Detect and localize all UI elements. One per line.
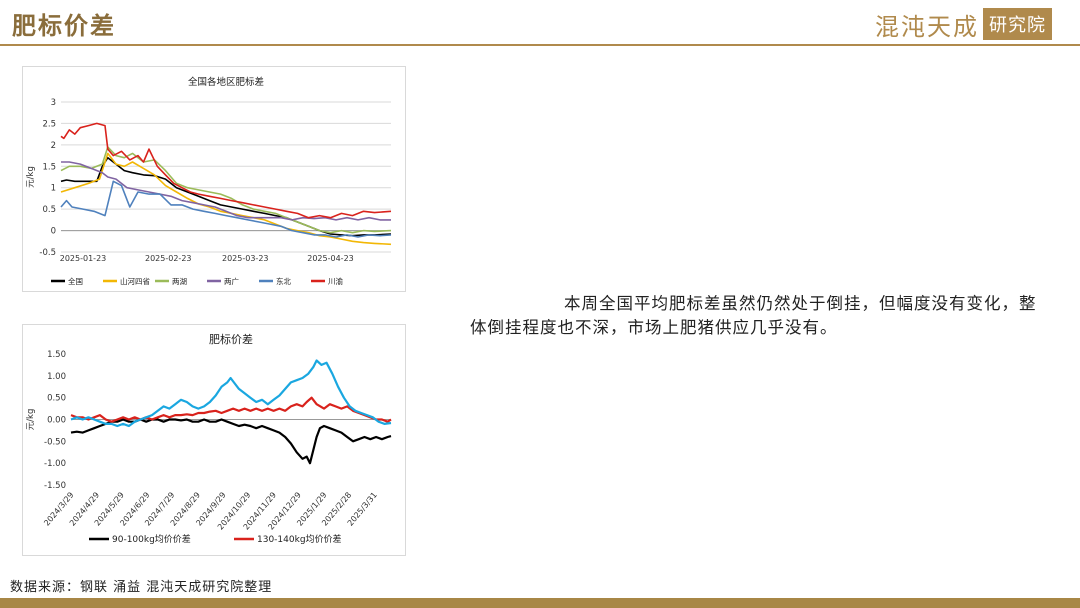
- series-line: [70, 418, 392, 465]
- regional-spread-chart-svg: 全国各地区肥标差 -0.5 0 0.5 1 1.5 2 2.5 3 元/kg 2025-01-23 2…: [26, 76, 392, 286]
- series-line: [60, 122, 392, 219]
- series-line: [60, 146, 392, 234]
- y-tick-label: 2: [51, 141, 56, 151]
- y-axis-label: 元/kg: [26, 166, 36, 188]
- series-line: [70, 359, 392, 428]
- legend-label: 130-140kg均价价差: [257, 533, 342, 545]
- brand-badge: 研究院: [983, 8, 1052, 40]
- header-rule: [0, 44, 1080, 46]
- x-tick-label: 2025-03-23: [222, 254, 269, 263]
- series-line: [60, 180, 392, 238]
- y-tick-label: 0.5: [42, 205, 56, 215]
- brand-name: 混沌天成: [875, 12, 979, 41]
- x-tick-label: 2025-02-23: [145, 254, 192, 263]
- y-tick-label: 0.00: [47, 416, 66, 426]
- legend-label: 全国: [68, 276, 83, 286]
- chart-title: 肥标价差: [209, 332, 253, 346]
- y-tick-label: 3: [51, 98, 56, 108]
- data-source: 数据来源：钢联 涌益 混沌天成研究院整理: [10, 580, 273, 595]
- legend-label: 90-100kg均价价差: [112, 533, 191, 545]
- footer-bar: [0, 598, 1080, 608]
- y-tick-label: 1: [51, 184, 56, 194]
- y-axis-label: 元/kg: [26, 409, 36, 431]
- legend-label: 东北: [276, 276, 291, 286]
- regional-spread-chart: 全国各地区肥标差 -0.5 0 0.5 1 1.5 2 2.5 3 元/kg 2025-01-23 2…: [22, 66, 406, 292]
- y-tick-label: -1.50: [44, 481, 66, 491]
- x-tick-label: 2025-01-23: [60, 254, 107, 263]
- page-title: 肥标价差: [12, 11, 116, 40]
- y-tick-label: -1.00: [44, 459, 66, 469]
- legend-label: 山河四省: [120, 276, 150, 286]
- legend-label: 两广: [224, 276, 239, 286]
- y-tick-label: 1.5: [42, 162, 56, 172]
- weight-spread-chart-svg: 肥标价差-1.50-1.00-0.500.000.501.001.50元/kg2…: [26, 332, 392, 545]
- y-tick-label: 1.00: [47, 372, 66, 382]
- x-tick-label: 2025-04-23: [307, 254, 354, 263]
- series-line: [61, 161, 391, 221]
- y-tick-label: 0.50: [47, 394, 66, 404]
- brand-logo: 混沌天成 研究院: [875, 8, 1052, 41]
- series-line: [70, 396, 392, 423]
- y-tick-label: 0: [51, 227, 56, 237]
- y-tick-label: 2.5: [42, 119, 56, 129]
- series-line: [60, 152, 392, 246]
- weight-spread-chart: 肥标价差 -1.50 -1.00 -0.50 0.00 0.50 1.00 1.50 元/kg 2…: [22, 324, 406, 556]
- commentary-text: 本周全国平均肥标差虽然仍然处于倒挂，但幅度没有变化，整体倒挂程度也不深，市场上肥…: [470, 294, 1037, 337]
- chart-title: 全国各地区肥标差: [188, 76, 264, 88]
- y-tick-label: 1.50: [47, 350, 66, 360]
- legend-label: 两湖: [172, 277, 187, 286]
- legend-label: 川渝: [328, 276, 343, 286]
- y-tick-label: -0.5: [39, 248, 56, 258]
- y-tick-label: -0.50: [44, 437, 66, 447]
